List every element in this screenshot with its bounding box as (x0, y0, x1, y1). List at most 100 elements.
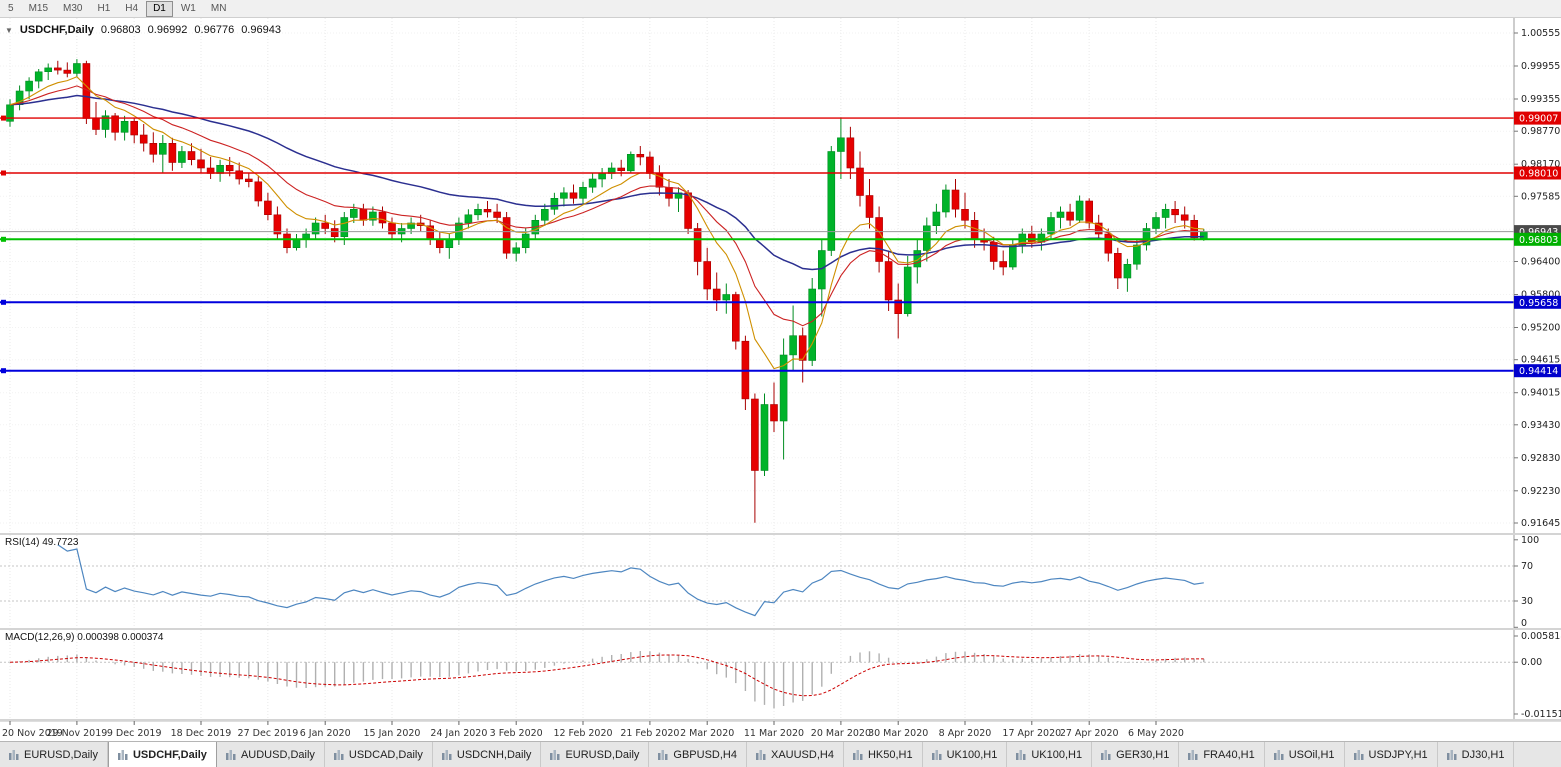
rsi-pane[interactable]: 100 70 30 0 RSI(14) 49.7723 (0, 535, 1561, 628)
chart-tab-icon (441, 749, 452, 760)
chart-tab-bar: EURUSD,Daily USDCHF,Daily AUDUSD,Daily USDC… (0, 741, 1561, 767)
chart-tab-label: DJ30,H1 (1461, 748, 1505, 761)
macd-signal-line (9, 654, 1204, 697)
price-tag: 0.94414 (1514, 364, 1561, 378)
chart-tab-label: UK100,H1 (946, 748, 998, 761)
line-anchor[interactable] (1, 299, 6, 305)
pane-splitter[interactable] (0, 628, 1561, 630)
svg-text:27 Dec 2019: 27 Dec 2019 (238, 728, 299, 739)
svg-text:27 Apr 2020: 27 Apr 2020 (1060, 728, 1119, 739)
ohlc-high: 0.96992 (147, 24, 188, 36)
candles (6, 59, 1208, 523)
chart-tab-icon (1188, 749, 1198, 760)
pane-splitter[interactable] (0, 533, 1561, 535)
chart-tab-icon (333, 749, 344, 760)
rsi-chart: 100 70 30 0 (0, 535, 1539, 628)
svg-text:0.93430: 0.93430 (1521, 420, 1560, 431)
svg-text:0.98170: 0.98170 (1521, 159, 1560, 170)
svg-text:21 Feb 2020: 21 Feb 2020 (620, 728, 679, 739)
timeframe-button-w1[interactable]: W1 (180, 2, 196, 14)
chart-tab-label: USDCNH,Daily (456, 748, 532, 761)
timeframe-button-m15[interactable]: M15 (28, 2, 49, 14)
svg-text:20 Nov 2019: 20 Nov 2019 (2, 728, 63, 739)
chart-tab-icon (852, 749, 863, 760)
chart-tab-dj30-h1[interactable]: DJ30,H1 (1437, 742, 1515, 767)
chart-tab-label: UK100,H1 (1031, 748, 1083, 761)
macd-pane[interactable]: 0.005818 0.00 -0.011514 MACD(12,26,9) 0.00… (0, 630, 1561, 719)
timeframe-button-5[interactable]: 5 (8, 2, 14, 14)
line-anchor[interactable] (1, 115, 6, 121)
chart-tab-xauusd-h4[interactable]: XAUUSD,H4 (746, 742, 844, 767)
chart-tab-icon (1016, 749, 1026, 760)
time-axis[interactable]: 20 Nov 2019 29 Nov 2019 9 Dec 2019 18 Dec 2… (0, 721, 1561, 741)
chart-tab-gbpusd-h4[interactable]: GBPUSD,H4 (649, 742, 747, 767)
rsi-line (57, 544, 1204, 617)
svg-text:70: 70 (1521, 561, 1533, 572)
timeframe-button-mn[interactable]: MN (210, 2, 227, 14)
price-tag: 0.98010 (1514, 166, 1561, 180)
chart-tab-label: EURUSD,Daily (565, 748, 640, 761)
chart-tab-label: USOil,H1 (1288, 748, 1335, 761)
chart-tab-label: EURUSD,Daily (24, 748, 98, 761)
chart-tab-label: GBPUSD,H4 (673, 748, 737, 761)
chart-tab-usdcnh-daily[interactable]: USDCNH,Daily (432, 742, 542, 767)
svg-text:0.99007: 0.99007 (1519, 114, 1558, 125)
svg-text:0.94615: 0.94615 (1521, 355, 1560, 366)
macd-label: MACD(12,26,9) 0.000398 0.000374 (5, 632, 164, 643)
price-tag: 0.95658 (1514, 295, 1561, 309)
chart-tab-label: AUDUSD,Daily (240, 748, 315, 761)
chart-tab-usdcad-daily[interactable]: USDCAD,Daily (324, 742, 433, 767)
svg-text:30 Mar 2020: 30 Mar 2020 (868, 728, 928, 739)
chart-tab-usdjpy-h1[interactable]: USDJPY,H1 (1344, 742, 1438, 767)
main-chart-pane[interactable]: 1.00555 0.99955 0.99355 0.98770 0.98170 0.975… (0, 18, 1561, 533)
chart-tab-icon (755, 749, 766, 760)
svg-text:3 Feb 2020: 3 Feb 2020 (490, 728, 543, 739)
chart-tab-fra40-h1[interactable]: FRA40,H1 (1179, 742, 1265, 767)
timeframe-button-h1[interactable]: H1 (97, 2, 111, 14)
chart-tab-icon (225, 749, 236, 760)
line-anchor[interactable] (1, 236, 6, 242)
svg-text:9 Dec 2019: 9 Dec 2019 (107, 728, 162, 739)
svg-text:6 Jan 2020: 6 Jan 2020 (300, 728, 351, 739)
timeframe-button-m30[interactable]: M30 (63, 2, 83, 14)
ma-line-16 (9, 85, 1204, 327)
chart-tab-uk100-h1[interactable]: UK100,H1 (922, 742, 1008, 767)
svg-text:-0.011514: -0.011514 (1521, 709, 1561, 719)
svg-text:0.005818: 0.005818 (1521, 631, 1561, 642)
pane-splitter[interactable] (0, 719, 1561, 721)
chart-tab-audusd-daily[interactable]: AUDUSD,Daily (216, 742, 325, 767)
chart-tab-label: HK50,H1 (867, 748, 913, 761)
chart-tab-usdchf-daily[interactable]: USDCHF,Daily (107, 742, 217, 767)
svg-text:0.94015: 0.94015 (1521, 388, 1560, 399)
chart-tab-icon (1273, 749, 1284, 760)
line-anchor[interactable] (1, 170, 6, 176)
timeframe-button-d1[interactable]: D1 (146, 0, 173, 17)
svg-text:18 Dec 2019: 18 Dec 2019 (171, 728, 232, 739)
svg-text:0.91645: 0.91645 (1521, 518, 1560, 529)
chart-tab-label: USDCAD,Daily (348, 748, 423, 761)
svg-text:0.95800: 0.95800 (1521, 290, 1560, 301)
svg-text:0.95200: 0.95200 (1521, 323, 1560, 334)
collapse-arrow-icon[interactable]: ▼ (5, 25, 13, 35)
chart-tab-label: GER30,H1 (1116, 748, 1170, 761)
symbol-label: USDCHF,Daily (19, 24, 94, 36)
chart-tab-usoil-h1[interactable]: USOil,H1 (1264, 742, 1345, 767)
rsi-label: RSI(14) 49.7723 (5, 537, 79, 548)
chart-tab-icon (1101, 749, 1111, 760)
svg-text:2 Mar 2020: 2 Mar 2020 (680, 728, 734, 739)
svg-text:0.94414: 0.94414 (1519, 366, 1558, 377)
ohlc-open: 0.96803 (100, 24, 141, 36)
svg-text:0.00: 0.00 (1521, 657, 1542, 668)
chart-tab-eurusd-daily[interactable]: EURUSD,Daily (541, 742, 650, 767)
chart-tab-uk100-h1[interactable]: UK100,H1 (1007, 742, 1093, 767)
line-anchor[interactable] (1, 368, 6, 374)
candlestick-chart: 1.00555 0.99955 0.99355 0.98770 0.98170 0.975… (0, 18, 1561, 533)
chart-tab-hk50-h1[interactable]: HK50,H1 (843, 742, 923, 767)
chart-tab-eurusd-daily[interactable]: EURUSD,Daily (0, 742, 108, 767)
price-tag: 0.96803 (1514, 232, 1561, 246)
timeframe-button-h4[interactable]: H4 (125, 2, 139, 14)
chart-tab-ger30-h1[interactable]: GER30,H1 (1092, 742, 1180, 767)
svg-text:0.97585: 0.97585 (1521, 191, 1560, 202)
